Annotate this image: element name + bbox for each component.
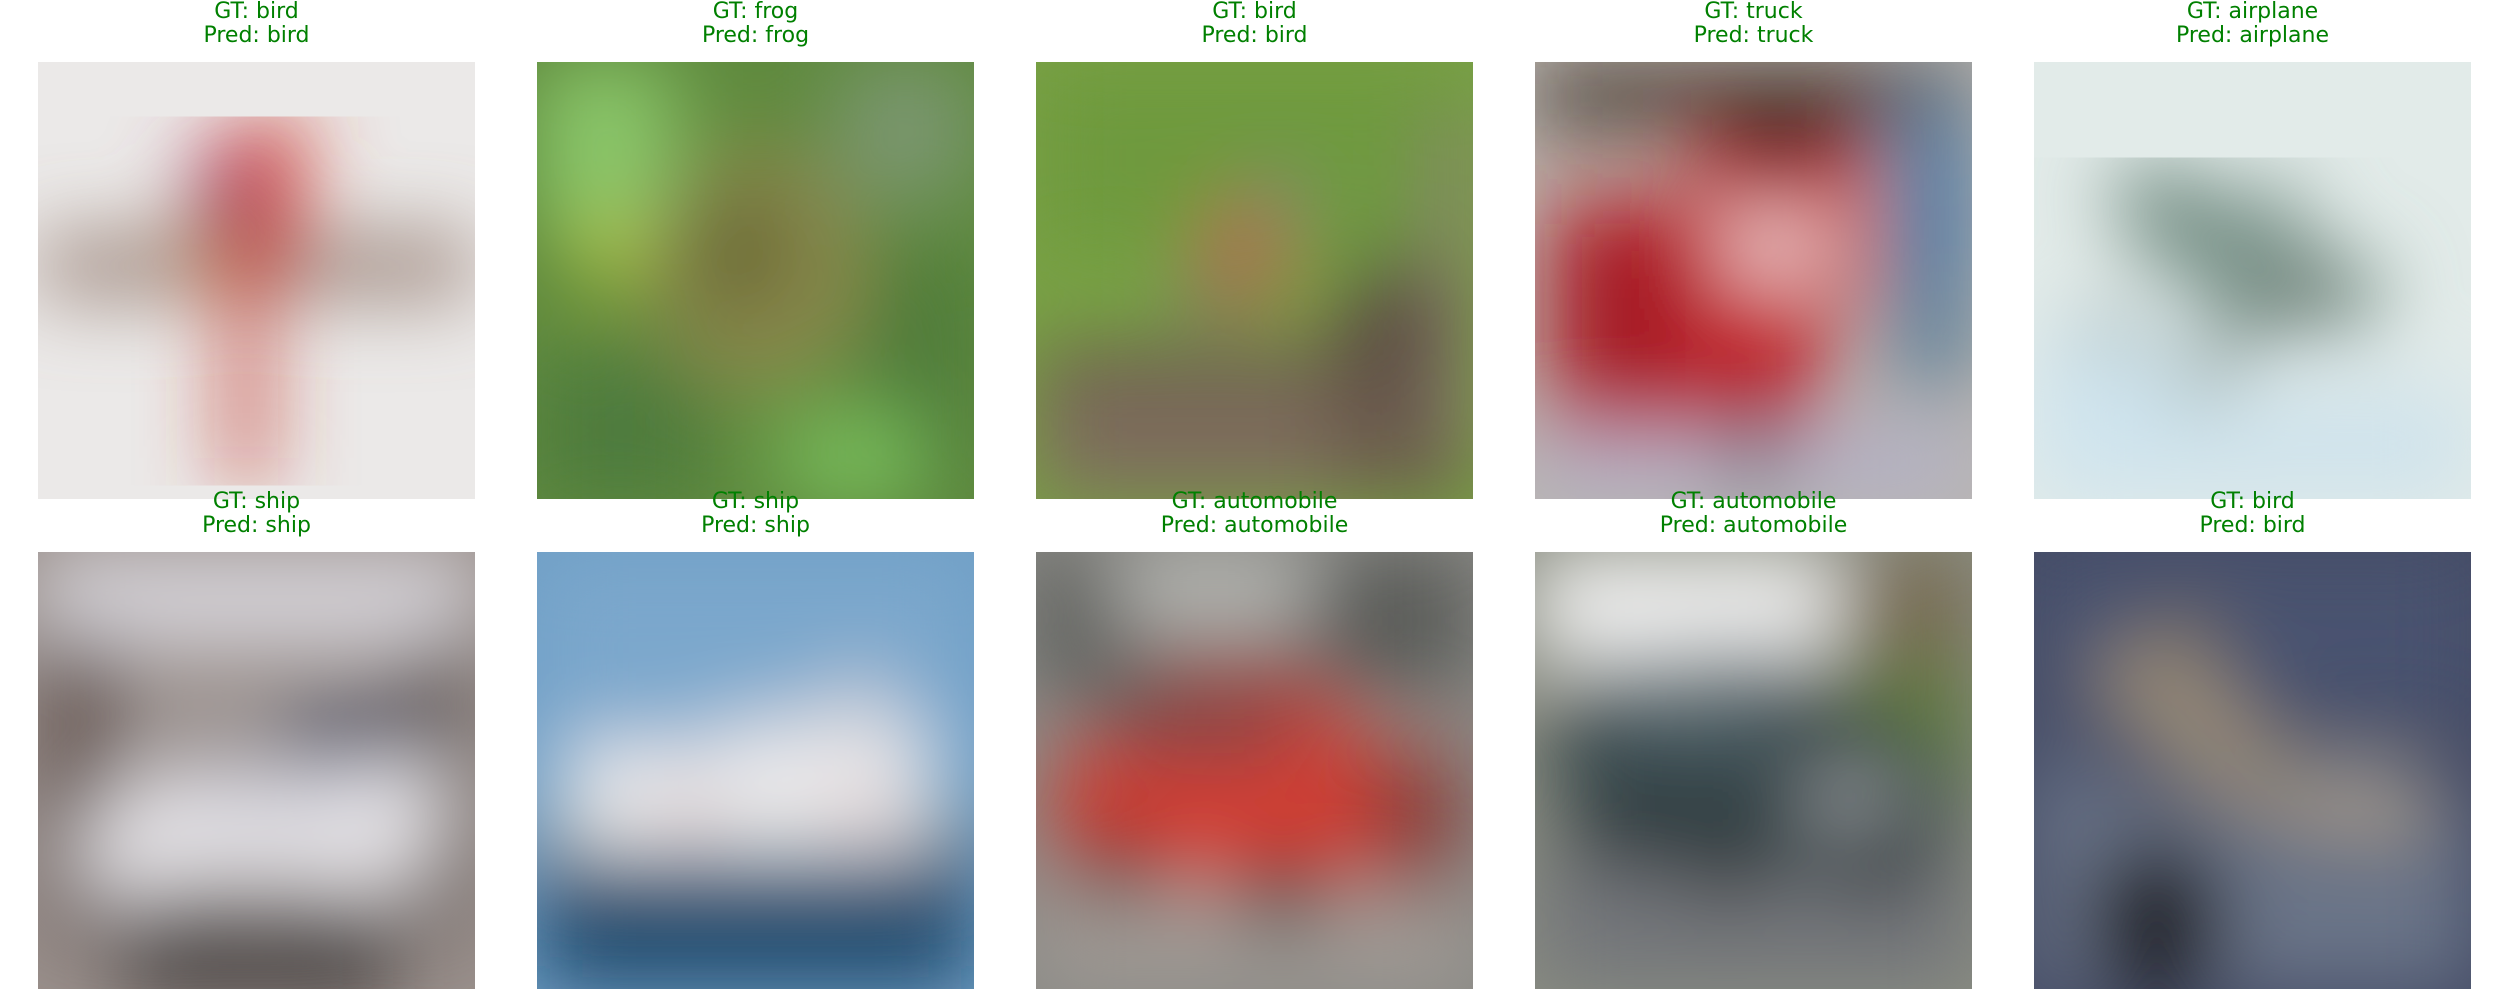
ground-truth-label: GT: bird xyxy=(2210,489,2295,514)
prediction-label: Pred: bird xyxy=(203,23,310,48)
ground-truth-label: GT: bird xyxy=(214,0,299,24)
ground-truth-label: GT: automobile xyxy=(1171,489,1338,514)
sample-image-small-bird xyxy=(1036,62,1473,499)
prediction-label: Pred: automobile xyxy=(1659,513,1848,538)
ground-truth-label: GT: ship xyxy=(212,489,301,514)
prediction-label: Pred: automobile xyxy=(1160,513,1349,538)
ground-truth-label: GT: bird xyxy=(1212,0,1297,24)
sample-image-airplane xyxy=(2034,62,2471,499)
ground-truth-label: GT: airplane xyxy=(2186,0,2319,24)
prediction-label: Pred: frog xyxy=(701,23,810,48)
prediction-label: Pred: bird xyxy=(1201,23,1308,48)
sample-image-bird-water xyxy=(2034,552,2471,989)
ground-truth-label: GT: frog xyxy=(712,0,799,24)
sample-image-frog xyxy=(537,62,974,499)
sample-image-parrot xyxy=(38,62,475,499)
sample-image-dark-car xyxy=(1535,552,1972,989)
ground-truth-label: GT: automobile xyxy=(1670,489,1837,514)
prediction-label: Pred: truck xyxy=(1693,23,1814,48)
sample-image-ship xyxy=(537,552,974,989)
ground-truth-label: GT: truck xyxy=(1704,0,1803,24)
sample-image-truck xyxy=(1535,62,1972,499)
prediction-label: Pred: airplane xyxy=(2175,23,2330,48)
prediction-label: Pred: bird xyxy=(2199,513,2306,538)
sample-image-boat xyxy=(38,552,475,989)
prediction-label: Pred: ship xyxy=(202,513,311,538)
ground-truth-label: GT: ship xyxy=(711,489,800,514)
prediction-label: Pred: ship xyxy=(701,513,810,538)
sample-image-red-car xyxy=(1036,552,1473,989)
